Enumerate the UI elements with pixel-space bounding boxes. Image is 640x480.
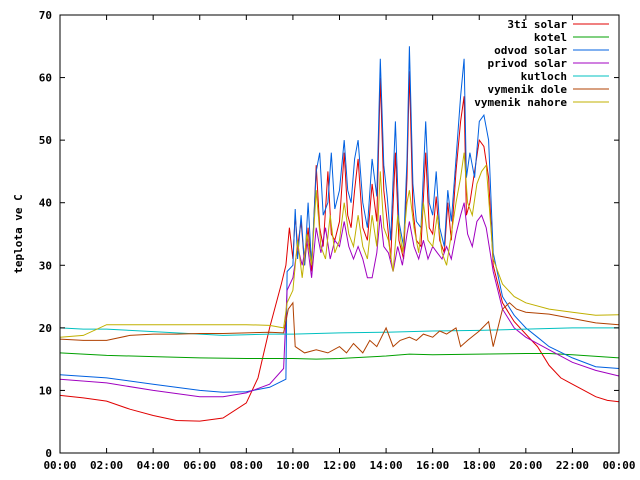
y-tick-label: 0 — [45, 447, 52, 460]
x-tick-label: 08:00 — [230, 459, 263, 472]
series-line — [59, 71, 620, 422]
x-tick-label: 00:00 — [43, 459, 76, 472]
series-line — [59, 352, 620, 360]
y-axis-title: teplota ve C — [12, 194, 25, 273]
plot-lines — [59, 46, 620, 422]
legend-label: odvod solar — [494, 44, 567, 57]
x-tick-label: 18:00 — [463, 459, 496, 472]
x-tick-label: 04:00 — [137, 459, 170, 472]
x-tick-label: 12:00 — [323, 459, 356, 472]
x-tick-label: 06:00 — [183, 459, 216, 472]
y-tick-label: 40 — [39, 197, 52, 210]
x-axis: 00:00 02:00 04:00 06:00 08:00 10:00 12:00 14:00… — [43, 15, 636, 472]
legend-label: vymenik dole — [488, 83, 568, 96]
x-tick-label: 02:00 — [90, 459, 123, 472]
x-tick-label: 16:00 — [416, 459, 449, 472]
y-tick-label: 60 — [39, 72, 52, 85]
x-tick-label: 10:00 — [276, 459, 309, 472]
y-tick-label: 30 — [39, 259, 52, 272]
x-tick-label: 22:00 — [556, 459, 589, 472]
legend-label: 3ti solar — [507, 18, 567, 31]
series-line — [59, 152, 620, 338]
legend-label: privod solar — [488, 57, 568, 70]
y-axis: 0 10 20 30 40 50 60 70 — [39, 9, 619, 460]
x-tick-label: 20:00 — [509, 459, 542, 472]
series-line — [59, 202, 620, 398]
y-tick-label: 10 — [39, 384, 52, 397]
x-tick-label: 14:00 — [370, 459, 403, 472]
y-tick-label: 70 — [39, 9, 52, 22]
series-line — [59, 301, 620, 354]
y-tick-label: 50 — [39, 134, 52, 147]
series-line — [59, 46, 620, 393]
y-tick-label: 20 — [39, 322, 52, 335]
legend-label: kotel — [534, 31, 567, 44]
x-tick-label: 00:00 — [602, 459, 635, 472]
legend-label: kutloch — [521, 70, 567, 83]
legend-label: vymenik nahore — [474, 96, 567, 109]
